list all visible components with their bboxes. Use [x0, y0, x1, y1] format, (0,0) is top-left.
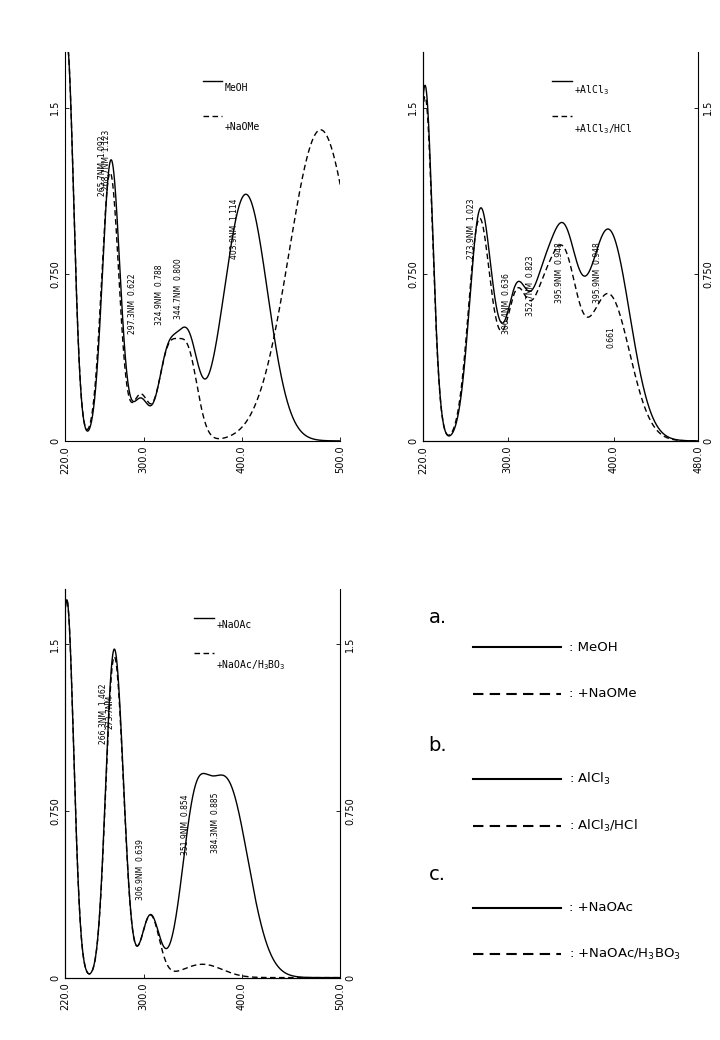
Text: : +NaOAc/H$_3$BO$_3$: : +NaOAc/H$_3$BO$_3$ [569, 946, 681, 962]
Text: +NaOAc/H$_3$BO$_3$: +NaOAc/H$_3$BO$_3$ [216, 658, 286, 673]
Text: 352.7NM  0.823: 352.7NM 0.823 [526, 256, 535, 316]
Text: 273.9NM  1.023: 273.9NM 1.023 [467, 199, 476, 259]
Text: : MeOH: : MeOH [569, 641, 618, 653]
Text: 268.7NM  1.123: 268.7NM 1.123 [102, 130, 111, 189]
Text: 324.9NM  0.788: 324.9NM 0.788 [156, 265, 164, 326]
Text: 384.3NM  0.885: 384.3NM 0.885 [211, 792, 220, 853]
Text: : AlCl$_3$: : AlCl$_3$ [569, 772, 611, 787]
Text: : +NaOMe: : +NaOMe [569, 687, 636, 700]
Text: 0.661: 0.661 [607, 326, 616, 347]
Text: 344.7NM  0.800: 344.7NM 0.800 [174, 258, 183, 318]
Text: 306.4NM  0.636: 306.4NM 0.636 [502, 274, 511, 334]
Text: 306.9NM  0.639: 306.9NM 0.639 [137, 839, 145, 900]
Text: 403.9NM  1.114: 403.9NM 1.114 [230, 199, 239, 259]
Text: +AlCl$_3$: +AlCl$_3$ [575, 83, 610, 97]
Text: b.: b. [428, 736, 447, 755]
Text: +AlCl$_3$/HCl: +AlCl$_3$/HCl [575, 122, 633, 136]
Text: MeOH: MeOH [225, 83, 248, 94]
Text: 266.3NM  1.462: 266.3NM 1.462 [99, 683, 108, 745]
Text: 395.9NM  0.948: 395.9NM 0.948 [555, 242, 564, 303]
Text: +NaOAc: +NaOAc [216, 620, 251, 630]
Text: : AlCl$_3$/HCl: : AlCl$_3$/HCl [569, 817, 638, 834]
Text: a.: a. [428, 608, 446, 627]
Text: c.: c. [428, 865, 446, 884]
Text: 351.9NM  0.854: 351.9NM 0.854 [181, 795, 190, 855]
Text: 297.3NM  0.622: 297.3NM 0.622 [127, 274, 137, 334]
Text: 273.7NM: 273.7NM [106, 695, 115, 729]
Text: : +NaOAc: : +NaOAc [569, 901, 633, 914]
Text: 395.9NM  0.948: 395.9NM 0.948 [593, 242, 602, 303]
Text: +NaOMe: +NaOMe [225, 122, 260, 132]
Text: 265.7NM  1.092: 265.7NM 1.092 [98, 136, 107, 197]
